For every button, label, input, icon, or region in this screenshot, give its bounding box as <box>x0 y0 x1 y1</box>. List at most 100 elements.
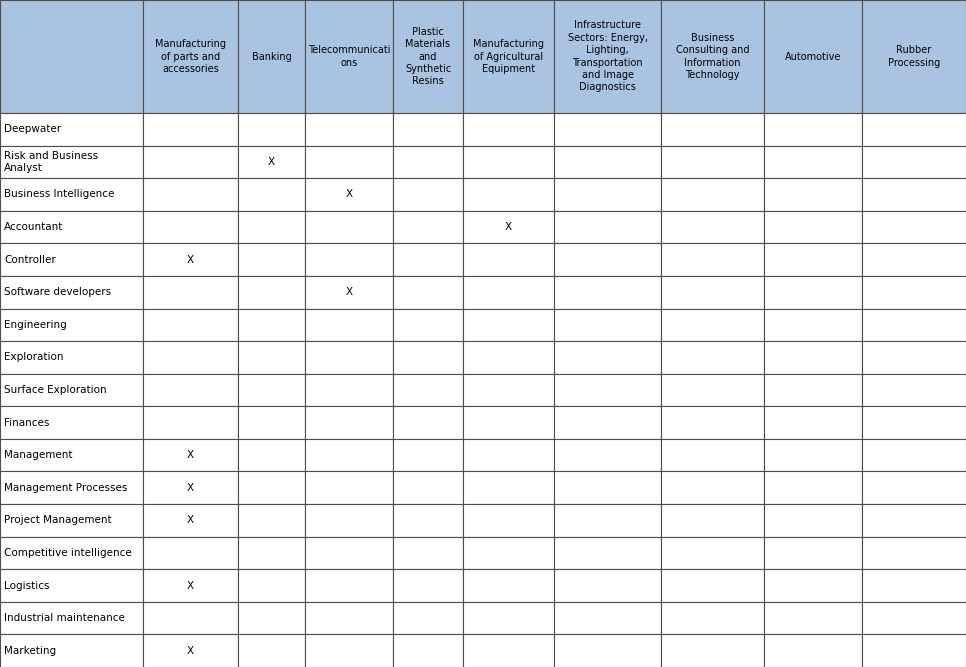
Text: Controller: Controller <box>4 255 56 265</box>
Bar <box>764 634 862 667</box>
Bar <box>238 178 305 211</box>
Bar <box>554 211 661 243</box>
Text: Plastic
Materials
and
Synthetic
Resins: Plastic Materials and Synthetic Resins <box>405 27 451 86</box>
Bar <box>238 211 305 243</box>
Text: X: X <box>346 287 353 297</box>
Text: X: X <box>187 255 194 265</box>
Bar <box>393 374 463 406</box>
Bar <box>143 0 238 113</box>
Text: Software developers: Software developers <box>4 287 111 297</box>
Bar <box>764 145 862 178</box>
Bar <box>393 341 463 374</box>
Bar <box>661 439 764 472</box>
Bar <box>143 178 238 211</box>
Bar <box>764 439 862 472</box>
Text: X: X <box>346 189 353 199</box>
Bar <box>0 537 143 569</box>
Bar <box>661 569 764 602</box>
Bar <box>463 276 554 309</box>
Bar <box>862 211 966 243</box>
Text: Exploration: Exploration <box>4 352 64 362</box>
Bar <box>393 0 463 113</box>
Bar <box>862 472 966 504</box>
Bar <box>463 211 554 243</box>
Text: Surface Exploration: Surface Exploration <box>4 385 106 395</box>
Bar <box>862 406 966 439</box>
Bar <box>463 145 554 178</box>
Bar <box>764 374 862 406</box>
Bar <box>862 439 966 472</box>
Text: Deepwater: Deepwater <box>4 124 61 134</box>
Bar <box>305 178 393 211</box>
Bar <box>0 569 143 602</box>
Bar <box>393 569 463 602</box>
Text: Business Intelligence: Business Intelligence <box>4 189 114 199</box>
Bar <box>862 276 966 309</box>
Text: Banking: Banking <box>251 51 292 61</box>
Bar <box>143 634 238 667</box>
Bar <box>463 504 554 537</box>
Bar <box>393 276 463 309</box>
Bar <box>0 406 143 439</box>
Bar <box>764 113 862 145</box>
Bar <box>661 145 764 178</box>
Bar <box>554 0 661 113</box>
Text: X: X <box>187 580 194 590</box>
Bar <box>143 113 238 145</box>
Bar <box>143 309 238 341</box>
Bar <box>463 178 554 211</box>
Bar <box>238 472 305 504</box>
Bar <box>862 309 966 341</box>
Bar <box>554 634 661 667</box>
Bar <box>143 406 238 439</box>
Bar <box>463 374 554 406</box>
Bar <box>862 374 966 406</box>
Bar <box>463 0 554 113</box>
Text: Marketing: Marketing <box>4 646 56 656</box>
Bar <box>238 374 305 406</box>
Bar <box>238 276 305 309</box>
Bar <box>143 537 238 569</box>
Bar <box>305 537 393 569</box>
Bar <box>554 145 661 178</box>
Bar <box>554 439 661 472</box>
Bar <box>238 504 305 537</box>
Bar <box>238 309 305 341</box>
Bar <box>305 602 393 634</box>
Text: Telecommunicati
ons: Telecommunicati ons <box>308 45 390 67</box>
Bar <box>661 276 764 309</box>
Text: Risk and Business
Analyst: Risk and Business Analyst <box>4 151 99 173</box>
Text: X: X <box>187 646 194 656</box>
Bar <box>238 243 305 276</box>
Bar <box>764 504 862 537</box>
Bar <box>238 406 305 439</box>
Bar <box>305 504 393 537</box>
Text: Competitive intelligence: Competitive intelligence <box>4 548 131 558</box>
Bar <box>862 0 966 113</box>
Bar <box>862 178 966 211</box>
Bar <box>554 309 661 341</box>
Bar <box>0 0 143 113</box>
Bar <box>764 309 862 341</box>
Bar <box>305 341 393 374</box>
Bar <box>554 374 661 406</box>
Bar <box>238 145 305 178</box>
Bar <box>143 211 238 243</box>
Bar <box>764 602 862 634</box>
Bar <box>0 602 143 634</box>
Bar <box>862 243 966 276</box>
Bar <box>661 406 764 439</box>
Bar <box>305 634 393 667</box>
Bar <box>0 113 143 145</box>
Bar <box>393 602 463 634</box>
Bar <box>238 537 305 569</box>
Bar <box>238 569 305 602</box>
Bar <box>764 472 862 504</box>
Bar <box>661 374 764 406</box>
Bar <box>305 439 393 472</box>
Bar <box>554 569 661 602</box>
Text: Rubber
Processing: Rubber Processing <box>888 45 940 67</box>
Text: X: X <box>187 450 194 460</box>
Text: Manufacturing
of parts and
accessories: Manufacturing of parts and accessories <box>155 39 226 74</box>
Text: Management: Management <box>4 450 72 460</box>
